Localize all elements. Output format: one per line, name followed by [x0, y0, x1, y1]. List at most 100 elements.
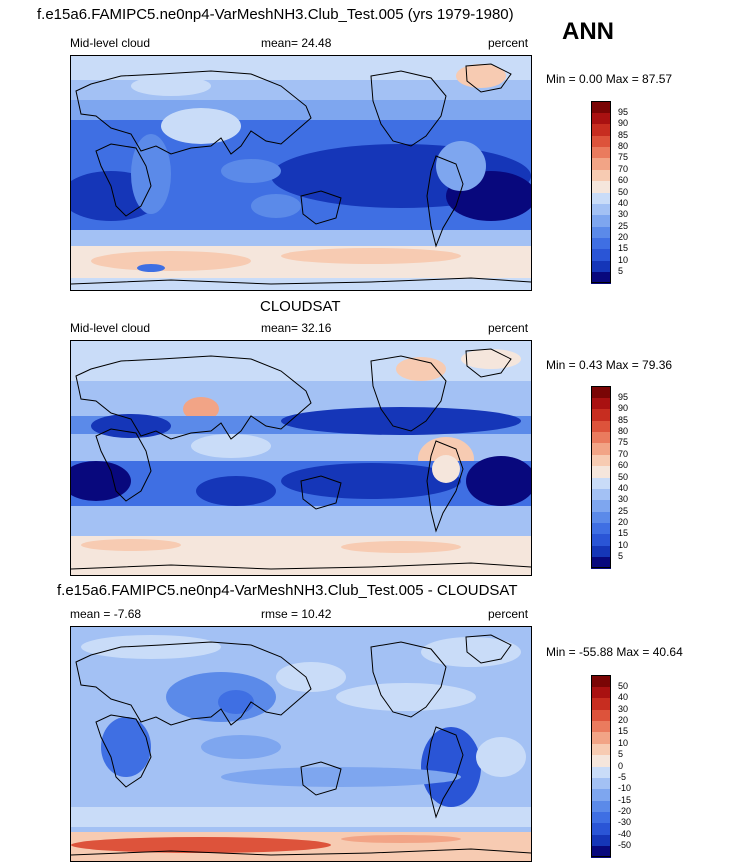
panel2-map-svg — [71, 341, 531, 575]
colorbar-tick-label: -10 — [618, 783, 632, 794]
colorbar-tick-label: 30 — [618, 494, 629, 505]
main-title: f.e15a6.FAMIPC5.ne0np4-VarMeshNH3.Club_T… — [37, 6, 514, 23]
colorbar-swatch — [591, 754, 611, 767]
colorbar-tick-label: 20 — [618, 715, 629, 725]
colorbar-tick-label: 30 — [618, 703, 629, 714]
colorbar-swatch — [591, 260, 611, 273]
colorbar-swatch — [591, 533, 611, 546]
colorbar-swatch — [591, 431, 611, 444]
colorbar-swatch — [591, 511, 611, 523]
colorbar-swatch — [591, 146, 611, 159]
colorbar-swatch — [591, 248, 611, 261]
colorbar-tick-label: 70 — [618, 448, 629, 459]
colorbar-swatch — [591, 442, 611, 455]
colorbar-tick-label: -20 — [618, 806, 632, 816]
colorbar-swatch — [591, 822, 611, 835]
panel3-minmax: Min = -55.88 Max = 40.64 — [546, 645, 683, 659]
colorbar-swatch — [591, 788, 611, 801]
colorbar-tick-label: -30 — [618, 817, 632, 828]
colorbar-tick-label: 40 — [618, 482, 629, 493]
colorbar-swatch — [591, 845, 611, 858]
colorbar-swatch — [591, 408, 611, 421]
colorbar-swatch — [591, 556, 611, 569]
colorbar-tick-label: 15 — [618, 243, 629, 254]
colorbar-swatch — [591, 811, 611, 824]
panel2-mean-label: mean= 32.16 — [261, 321, 332, 335]
colorbar-swatch — [591, 237, 611, 250]
panel1-colorbar: 5 10 15 20 25 30 40 50 60 70 75 80 85 90 95 — [591, 101, 628, 284]
colorbar-swatch — [591, 271, 611, 284]
panel1-mean-label: mean= 24.48 — [261, 36, 332, 50]
colorbar-tick-label: 85 — [618, 414, 629, 425]
colorbar-tick-label: 5 — [618, 266, 624, 277]
colorbar-swatch — [591, 226, 611, 238]
colorbar-tick-label: -50 — [618, 840, 632, 851]
colorbar-tick-label: 10 — [618, 539, 629, 550]
colorbar-swatch — [591, 169, 611, 182]
colorbar-swatch — [591, 157, 611, 170]
panel1-map — [70, 55, 532, 291]
colorbar-swatch — [591, 454, 611, 467]
colorbar-swatch — [591, 499, 611, 512]
colorbar-tick-label: 70 — [618, 163, 629, 174]
colorbar-tick-label: 5 — [618, 551, 624, 562]
colorbar-swatch — [591, 766, 611, 778]
colorbar-tick-label: 20 — [618, 517, 629, 527]
panel1-map-svg — [71, 56, 531, 290]
panel3-rmse-label: rmse = 10.42 — [261, 607, 332, 621]
colorbar-swatch — [591, 731, 611, 744]
panel2-title: CLOUDSAT — [260, 298, 341, 315]
panel3-map-svg — [71, 627, 531, 861]
panel2-minmax: Min = 0.43 Max = 79.36 — [546, 358, 673, 372]
colorbar-swatch — [591, 135, 611, 147]
colorbar-tick-label: 90 — [618, 118, 629, 129]
colorbar-tick-label: 10 — [618, 254, 629, 265]
colorbar-tick-label: 50 — [618, 186, 629, 197]
colorbar-swatch — [591, 800, 611, 812]
colorbar-tick-label: 25 — [618, 220, 629, 231]
colorbar-tick-label: 15 — [618, 528, 629, 539]
colorbar-tick-label: 50 — [618, 471, 629, 482]
panel2-field-label: Mid-level cloud — [70, 321, 151, 335]
colorbar-tick-label: -5 — [618, 771, 627, 782]
season-label: ANN — [562, 18, 614, 45]
colorbar-tick-label: 75 — [618, 437, 629, 448]
colorbar-swatch — [591, 720, 611, 733]
colorbar-swatch — [591, 203, 611, 216]
colorbar-swatch — [591, 112, 611, 125]
colorbar-swatch — [591, 834, 611, 847]
colorbar-swatch — [591, 192, 611, 204]
panel2-colorbar: 5 10 15 20 25 30 40 50 60 70 75 80 85 90 95 — [591, 386, 628, 569]
colorbar-tick-label: 5 — [618, 749, 624, 760]
panel3-units-label: percent — [488, 607, 529, 621]
colorbar-tick-label: -40 — [618, 828, 632, 839]
colorbar-swatch — [591, 123, 611, 136]
panel1-units-label: percent — [488, 36, 529, 50]
colorbar-swatch — [591, 420, 611, 432]
colorbar-tick-label: 40 — [618, 197, 629, 208]
panel3-map — [70, 626, 532, 862]
colorbar-tick-label: 30 — [618, 209, 629, 220]
colorbar-tick-label: 50 — [618, 680, 629, 691]
colorbar-tick-label: -15 — [618, 794, 632, 805]
colorbar-tick-label: 60 — [618, 175, 629, 186]
colorbar-swatch — [591, 386, 611, 398]
colorbar-tick-label: 10 — [618, 737, 629, 748]
colorbar-tick-label: 85 — [618, 129, 629, 140]
colorbar-swatch — [591, 777, 611, 790]
colorbar-swatch — [591, 545, 611, 558]
colorbar-swatch — [591, 522, 611, 535]
colorbar-tick-label: 60 — [618, 460, 629, 471]
panel3-mean-label: mean = -7.68 — [70, 607, 142, 621]
colorbar-swatch — [591, 697, 611, 710]
colorbar-swatch — [591, 488, 611, 501]
colorbar-tick-label: 90 — [618, 403, 629, 414]
colorbar-swatch — [591, 180, 611, 193]
colorbar-tick-label: 95 — [618, 106, 629, 117]
colorbar-tick-label: 80 — [618, 426, 629, 436]
panel1-field-label: Mid-level cloud — [70, 36, 151, 50]
colorbar-swatch — [591, 214, 611, 227]
colorbar-swatch — [591, 743, 611, 756]
colorbar-swatch — [591, 477, 611, 489]
colorbar-swatch — [591, 675, 611, 687]
